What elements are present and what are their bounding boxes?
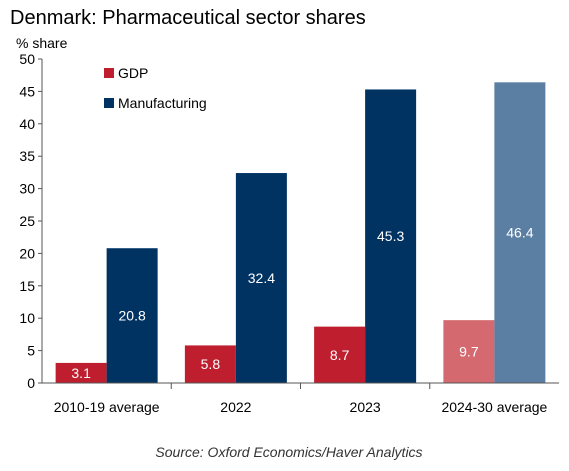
data-label: 46.4 [506, 225, 533, 241]
legend-swatch-gdp [104, 68, 114, 78]
y-axis-label: % share [16, 35, 68, 51]
data-label: 3.1 [71, 365, 91, 381]
data-label: 32.4 [248, 270, 275, 286]
bar-manufacturing-3 [494, 82, 546, 383]
data-label: 9.7 [459, 344, 479, 360]
x-axis: 2010-19 average 2022 2023 2024-30 average [42, 382, 559, 415]
bar-gdp-1 [184, 345, 236, 383]
legend: GDP Manufacturing [104, 65, 207, 111]
legend-swatch-manufacturing [104, 98, 114, 108]
y-tick-label: 25 [19, 213, 35, 229]
bars: 3.1 20.8 5.8 32.4 8.7 45.3 9.7 46.4 [55, 82, 546, 384]
x-tick-label: 2010-19 average [54, 399, 160, 415]
y-tick-label: 20 [19, 245, 35, 261]
y-tick-label: 40 [19, 116, 35, 132]
y-tick-label: 45 [19, 83, 35, 99]
bar-manufacturing-0 [106, 248, 158, 383]
data-label: 5.8 [201, 356, 221, 372]
source-note: Source: Oxford Economics/Haver Analytics [155, 444, 422, 460]
data-label: 45.3 [377, 228, 404, 244]
bar-gdp-2 [314, 326, 366, 383]
chart-title: Denmark: Pharmaceutical sector shares [10, 7, 366, 29]
y-tick-label: 0 [27, 375, 35, 391]
data-label: 20.8 [119, 308, 146, 324]
y-tick-label: 35 [19, 148, 35, 164]
legend-label-gdp: GDP [118, 65, 148, 81]
y-tick-label: 50 [19, 51, 35, 67]
bar-gdp-0 [55, 362, 107, 383]
bar-manufacturing-1 [235, 173, 287, 383]
x-tick-label: 2023 [350, 399, 381, 415]
y-tick-label: 10 [19, 310, 35, 326]
bar-gdp-3 [443, 320, 495, 383]
y-axis: 0 5 10 15 20 25 30 35 40 45 50 [19, 51, 43, 391]
y-tick-label: 30 [19, 181, 35, 197]
legend-label-manufacturing: Manufacturing [118, 95, 207, 111]
bar-manufacturing-2 [365, 89, 417, 384]
y-tick-label: 15 [19, 278, 35, 294]
x-tick-label: 2022 [220, 399, 251, 415]
y-tick-label: 5 [27, 343, 35, 359]
x-tick-label: 2024-30 average [441, 399, 547, 415]
data-label: 8.7 [330, 347, 350, 363]
